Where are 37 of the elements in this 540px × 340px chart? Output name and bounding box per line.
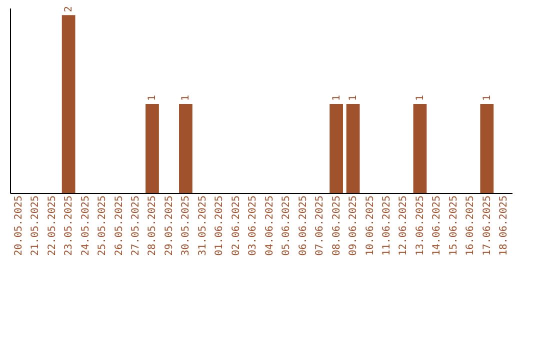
data-label: 1 bbox=[414, 95, 426, 102]
x-tick-label: 12.06.2025 bbox=[398, 196, 410, 256]
x-tick-label: 16.06.2025 bbox=[465, 196, 476, 256]
data-label: 1 bbox=[147, 95, 158, 102]
x-tick-label: 11.06.2025 bbox=[382, 196, 392, 256]
x-tick-label: 04.06.2025 bbox=[264, 196, 276, 256]
x-tick-label: 05.06.2025 bbox=[281, 196, 292, 256]
x-tick-label: 30.05.2025 bbox=[180, 196, 192, 256]
data-label: 2 bbox=[64, 6, 75, 12]
x-tick-label: 14.06.2025 bbox=[432, 196, 443, 256]
x-tick-label: 02.06.2025 bbox=[230, 196, 242, 256]
x-tick-label: 08.06.2025 bbox=[331, 196, 342, 256]
data-label: 1 bbox=[482, 95, 493, 102]
x-tick-label: 26.05.2025 bbox=[114, 196, 125, 256]
x-tick-label: 25.05.2025 bbox=[97, 196, 108, 256]
data-label: 1 bbox=[348, 95, 360, 102]
x-tick-label: 28.05.2025 bbox=[147, 196, 158, 256]
x-tick-label: 07.06.2025 bbox=[314, 196, 326, 256]
x-tick-label: 29.05.2025 bbox=[164, 196, 175, 256]
x-tick-label: 21.05.2025 bbox=[30, 196, 42, 256]
x-tick-label: 20.05.2025 bbox=[13, 196, 24, 256]
x-tick-label: 17.06.2025 bbox=[482, 196, 493, 256]
x-tick-label: 10.06.2025 bbox=[364, 196, 376, 256]
data-label: 1 bbox=[331, 95, 342, 102]
x-tick-label: 27.05.2025 bbox=[130, 196, 142, 256]
x-tick-label: 18.06.2025 bbox=[498, 196, 510, 256]
x-tick-label: 15.06.2025 bbox=[448, 196, 460, 256]
x-tick-label: 24.05.2025 bbox=[80, 196, 92, 256]
data-label: 1 bbox=[180, 95, 192, 102]
x-tick-label: 03.06.2025 bbox=[248, 196, 259, 256]
x-tick-label: 09.06.2025 bbox=[348, 196, 360, 256]
x-tick-label: 13.06.2025 bbox=[414, 196, 426, 256]
x-tick-label: 31.05.2025 bbox=[197, 196, 208, 256]
x-tick-label: 22.05.2025 bbox=[46, 196, 58, 256]
x-tick-label: 23.05.2025 bbox=[64, 196, 75, 256]
x-tick-label: 06.06.2025 bbox=[298, 196, 309, 256]
x-tick-label: 01.06.2025 bbox=[214, 196, 226, 256]
